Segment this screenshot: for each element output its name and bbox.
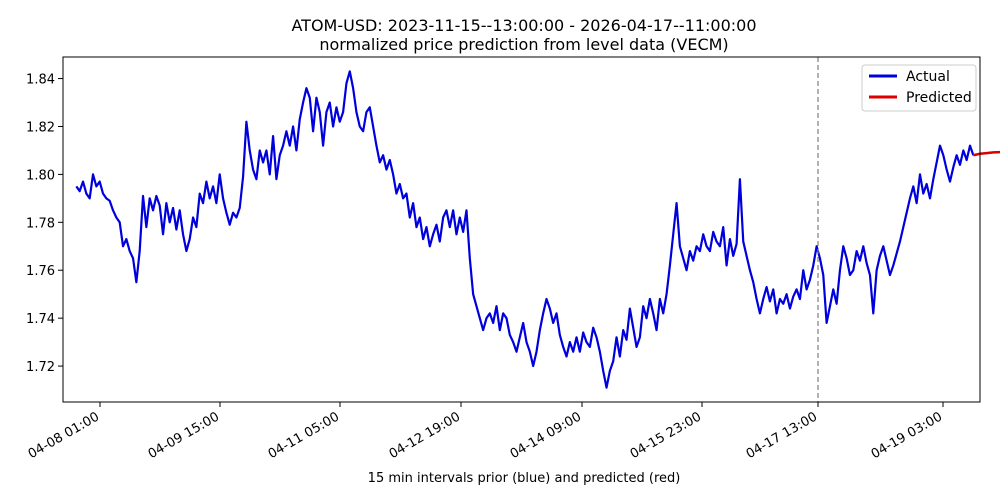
x-tick-label: 04-12 19:00 [387, 409, 463, 462]
y-tick-label: 1.76 [26, 264, 55, 279]
legend-actual-label: Actual [906, 69, 950, 85]
x-tick-label: 04-19 03:00 [869, 409, 945, 462]
x-tick-label: 04-11 05:00 [266, 409, 342, 462]
x-tick-label: 04-15 23:00 [628, 409, 704, 462]
y-tick-label: 1.74 [26, 312, 55, 327]
plot-frame [62, 56, 981, 403]
series-actual-line [75, 70, 975, 389]
x-tick-label: 04-17 13:00 [744, 409, 820, 462]
y-tick-label: 1.72 [26, 360, 55, 375]
y-tick-label: 1.80 [26, 168, 55, 183]
x-tick-label: 04-08 01:00 [26, 409, 102, 462]
chart-title: ATOM-USD: 2023-11-15--13:00:00 - 2026-04… [291, 16, 756, 35]
legend: Actual Predicted [861, 64, 977, 112]
series-predicted-line [973, 150, 1000, 157]
y-tick-label: 1.84 [26, 73, 55, 88]
x-tick-label: 04-14 09:00 [508, 409, 584, 462]
legend-predicted-label: Predicted [906, 90, 972, 106]
chart-subtitle: normalized price prediction from level d… [319, 35, 728, 54]
y-tick-label: 1.78 [26, 216, 55, 231]
plot-area: 1.72 1.74 1.76 1.78 1.80 1.82 1.84 04-08 01:00 0… [26, 56, 1000, 462]
x-axis-label: 15 min intervals prior (blue) and predic… [368, 471, 681, 486]
y-tick-label: 1.82 [26, 120, 55, 135]
x-tick-label: 04-09 15:00 [146, 409, 222, 462]
